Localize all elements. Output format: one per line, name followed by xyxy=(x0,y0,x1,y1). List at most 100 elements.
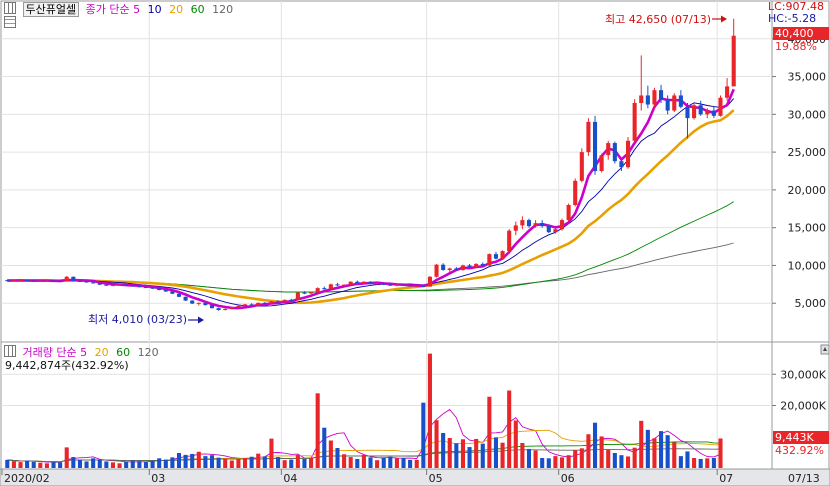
candle-body xyxy=(606,143,611,156)
volume-bar xyxy=(110,462,116,468)
candle xyxy=(183,296,188,301)
price-tick-label: 10,000 xyxy=(788,259,827,272)
grid-icon[interactable] xyxy=(4,2,16,14)
candle xyxy=(520,216,525,230)
candle-body xyxy=(533,223,538,227)
volume-bar xyxy=(170,457,175,468)
volume-scroll-button[interactable] xyxy=(821,345,829,354)
price-ma-10: 10 xyxy=(147,3,162,16)
volume-ma-20: 20 xyxy=(94,346,109,359)
candle-body xyxy=(269,301,274,304)
volume-bar xyxy=(579,448,584,468)
candle xyxy=(110,284,116,287)
candle xyxy=(513,221,518,236)
volume-bar xyxy=(718,438,723,468)
volume-bar xyxy=(480,443,485,468)
volume-value: 9,442,874주(432.92%) xyxy=(5,359,129,372)
volume-bar xyxy=(592,422,598,468)
candle xyxy=(322,286,327,290)
grid-icon[interactable] xyxy=(4,345,16,357)
candle xyxy=(401,284,406,286)
candle-body xyxy=(659,90,664,100)
candle-body xyxy=(355,281,360,284)
volume-bar xyxy=(223,458,228,468)
candle-body xyxy=(725,86,730,98)
volume-bar xyxy=(97,459,102,468)
candle xyxy=(526,218,532,228)
candle-body xyxy=(447,268,452,270)
candle xyxy=(718,95,723,117)
candle xyxy=(242,303,248,307)
candle-body xyxy=(302,292,307,294)
volume-ma-60: 60 xyxy=(116,346,131,359)
volume-bar xyxy=(394,458,399,468)
volume-bar xyxy=(31,461,36,468)
candle xyxy=(619,159,624,171)
price-ma-label: 종가 단순 xyxy=(85,3,130,16)
price-scroll-button[interactable] xyxy=(820,344,830,355)
candle xyxy=(236,305,241,308)
candle-body xyxy=(256,302,261,306)
candle xyxy=(25,279,30,282)
volume-bar xyxy=(606,449,611,468)
candle-body xyxy=(216,308,221,311)
candle xyxy=(18,279,23,282)
candle-body xyxy=(117,284,122,286)
candle xyxy=(51,280,56,282)
candle-body xyxy=(58,281,63,283)
candle xyxy=(454,266,459,271)
candle-body xyxy=(566,205,571,221)
volume-bar xyxy=(566,455,571,468)
price-ma-10-line xyxy=(7,98,735,307)
candle xyxy=(124,284,129,286)
candle xyxy=(289,298,294,301)
candle xyxy=(276,300,281,303)
candle-body xyxy=(427,276,432,287)
candle-body xyxy=(368,281,373,284)
candle xyxy=(612,141,617,164)
candle-body xyxy=(150,287,155,289)
candle xyxy=(553,228,558,234)
candle xyxy=(170,291,175,295)
volume-bar xyxy=(427,353,432,468)
candle-body xyxy=(196,302,201,304)
volume-bar xyxy=(401,458,406,468)
candle-body xyxy=(414,285,419,287)
volume-bar xyxy=(533,450,538,468)
candle xyxy=(427,276,432,287)
volume-bar xyxy=(414,459,419,468)
x-tick-label: 2020/02 xyxy=(4,472,50,485)
candle-body xyxy=(672,95,677,111)
candle xyxy=(441,263,446,271)
candle xyxy=(348,281,353,286)
volume-bar xyxy=(619,455,624,468)
candle-body xyxy=(467,265,472,267)
candle xyxy=(216,307,221,311)
candle xyxy=(381,282,386,286)
candle-body xyxy=(599,155,604,171)
candle-body xyxy=(540,223,545,227)
candle xyxy=(31,280,36,282)
hc-value: HC:-5.28 xyxy=(768,12,816,25)
volume-bar xyxy=(328,440,333,468)
candle xyxy=(71,276,76,282)
candle-body xyxy=(11,280,16,282)
price-legend: 두산퓨얼셀 종가 단순 5 10 20 60 120 xyxy=(4,1,233,17)
volume-bar xyxy=(381,457,386,468)
candle-body xyxy=(586,121,591,153)
volume-bar xyxy=(526,448,532,468)
candle-body xyxy=(91,282,96,284)
volume-tick-label: 30,000K xyxy=(780,368,826,381)
stock-name-button[interactable]: 두산퓨얼셀 xyxy=(22,2,80,17)
candle-body xyxy=(474,263,479,267)
candle-body xyxy=(64,276,69,282)
candle xyxy=(421,285,426,287)
volume-bar xyxy=(295,454,300,468)
settings-icon[interactable] xyxy=(4,16,16,28)
candle xyxy=(659,84,664,103)
price-badge-bg xyxy=(773,27,829,40)
candle-body xyxy=(579,152,584,181)
candle xyxy=(447,267,452,273)
candle xyxy=(678,90,683,109)
